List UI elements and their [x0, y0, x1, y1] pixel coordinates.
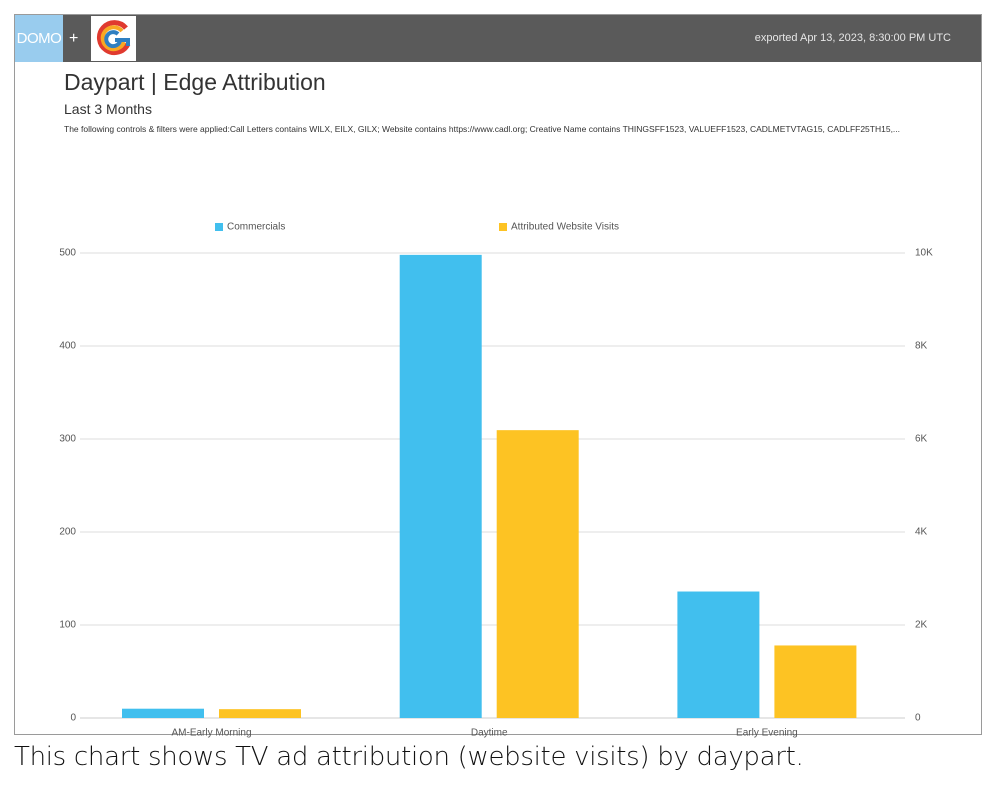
g-circle-logo-icon	[91, 16, 136, 61]
right-axis-tick-label: 0	[915, 713, 921, 724]
domo-logo: DOMO	[15, 15, 63, 62]
export-timestamp: exported Apr 13, 2023, 8:30:00 PM UTC	[754, 32, 951, 44]
left-axis-tick-label: 200	[59, 527, 76, 538]
right-axis-tick-label: 10K	[915, 248, 933, 259]
figure-caption: This chart shows TV ad attribution (webs…	[14, 742, 804, 772]
legend-label: Commercials	[227, 222, 285, 233]
card-title: Daypart | Edge Attribution	[64, 69, 326, 95]
bar-website-visits	[219, 709, 301, 718]
legend-swatch	[499, 223, 507, 231]
left-axis-tick-label: 400	[59, 341, 76, 352]
right-axis-tick-label: 8K	[915, 341, 928, 352]
category-label: Daytime	[471, 728, 508, 739]
bar-website-visits	[496, 430, 579, 718]
left-axis-tick-label: 100	[59, 620, 76, 631]
bar-website-visits	[774, 645, 857, 718]
bar-commercials	[122, 708, 204, 718]
category-label: Early Evening	[736, 728, 798, 739]
legend-swatch	[215, 223, 223, 231]
left-axis-tick-label: 300	[59, 434, 76, 445]
left-axis-tick-label: 500	[59, 248, 76, 259]
right-axis-tick-label: 6K	[915, 434, 928, 445]
right-axis-tick-label: 2K	[915, 620, 928, 631]
top-bar: DOMO + exported Apr 13, 2023, 8:30:00 PM…	[15, 15, 981, 62]
card-subtitle: Last 3 Months	[64, 101, 152, 117]
plus-sign: +	[69, 30, 79, 47]
filters-description: The following controls & filters were ap…	[64, 124, 901, 134]
bar-commercials	[677, 591, 760, 718]
right-axis-tick-label: 4K	[915, 527, 928, 538]
bar-commercials	[399, 254, 482, 719]
left-axis-tick-label: 0	[70, 713, 76, 724]
legend-label: Attributed Website Visits	[511, 222, 619, 233]
category-label: AM-Early Morning	[171, 728, 251, 739]
